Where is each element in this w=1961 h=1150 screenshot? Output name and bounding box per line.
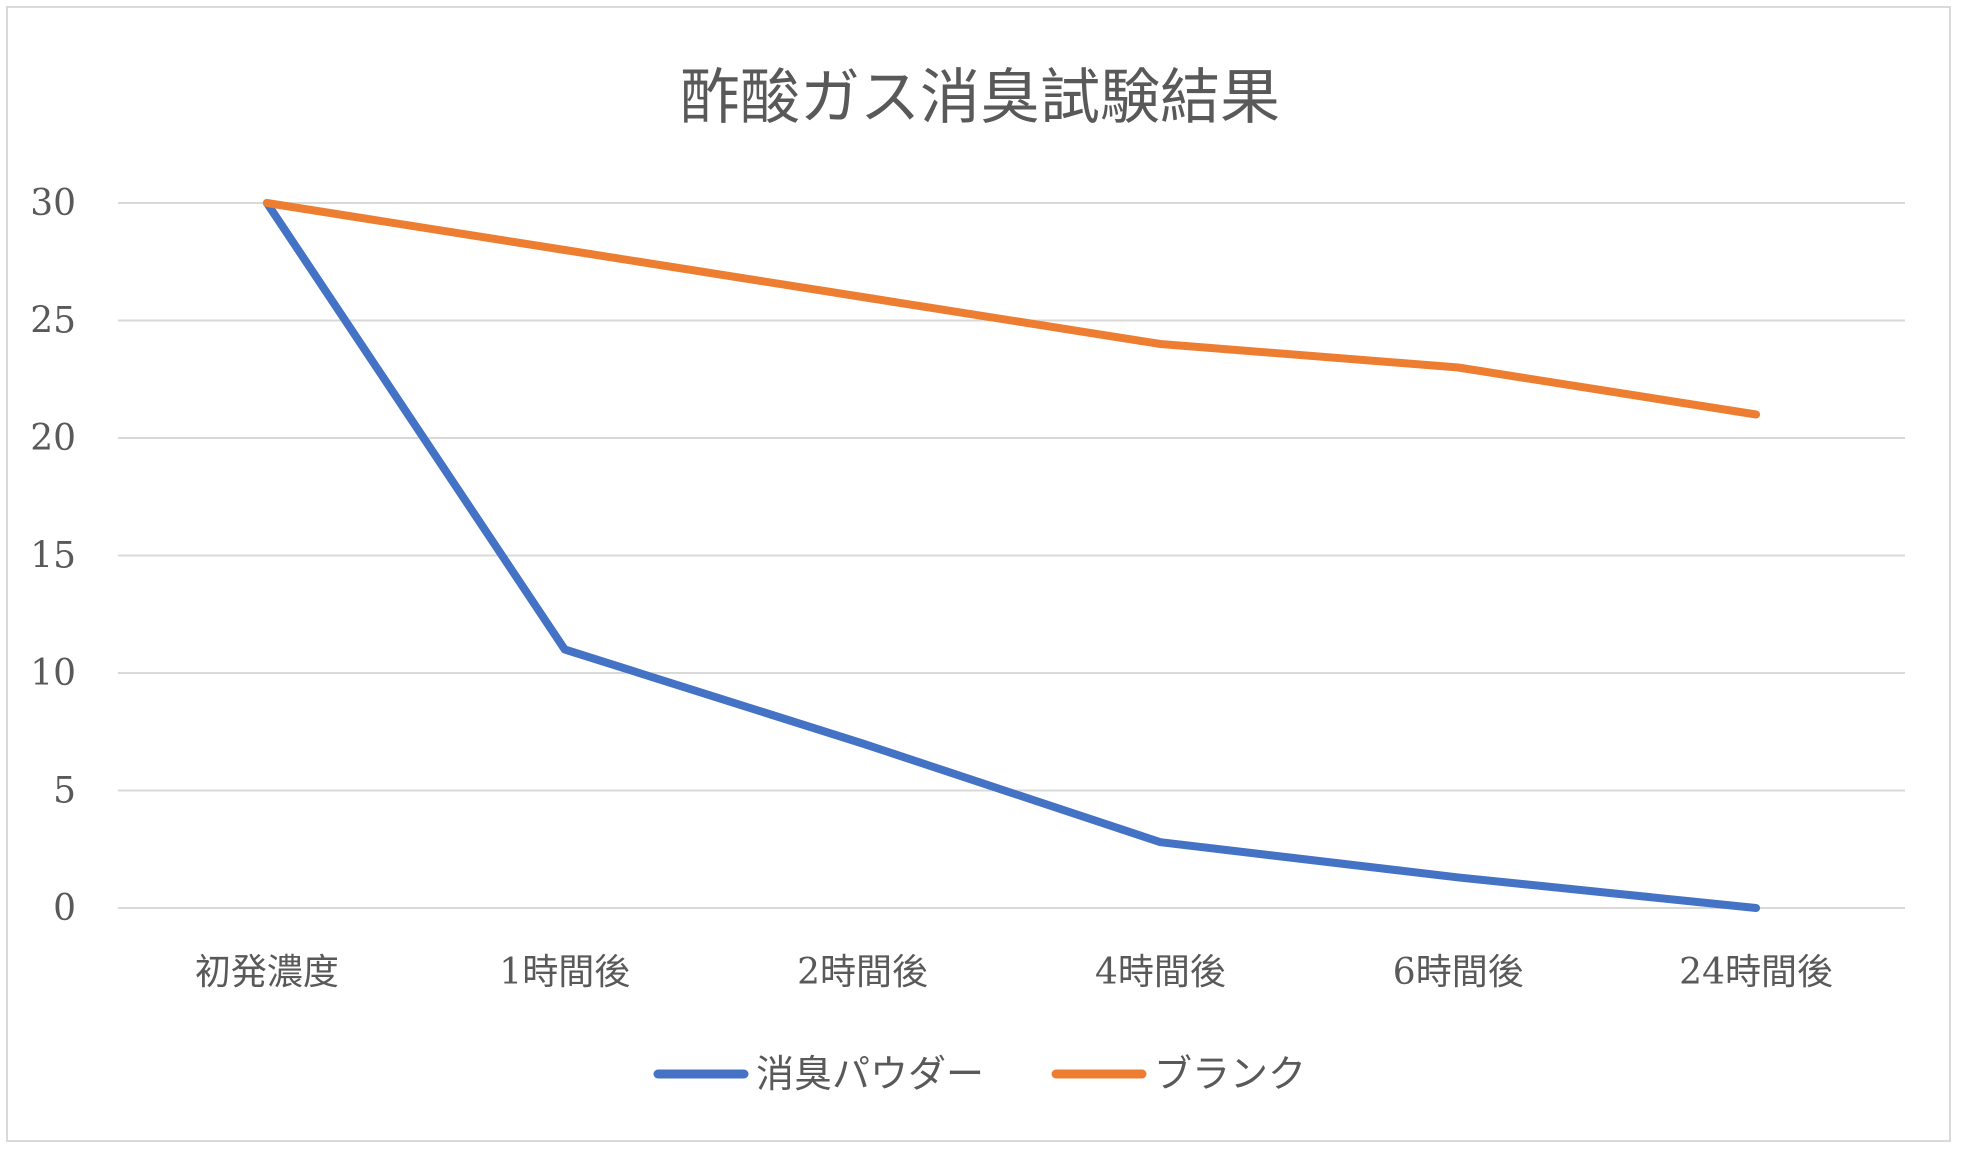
y-tick-label: 5 — [53, 771, 76, 812]
x-tick-label: 2時間後 — [797, 952, 928, 993]
y-tick-label: 30 — [30, 183, 76, 224]
series-line-1 — [262, 199, 1761, 419]
series-layer — [262, 199, 1761, 912]
y-tick-label: 10 — [30, 653, 76, 694]
legend: 消臭パウダー ブランク — [653, 1052, 1306, 1096]
legend-label: ブランク — [1154, 1052, 1306, 1096]
y-axis-tick-labels: 0 5 10 15 20 25 30 — [30, 183, 76, 929]
y-tick-label: 0 — [53, 888, 76, 929]
x-tick-label: 初発濃度 — [195, 952, 339, 993]
series-group-1 — [262, 199, 1761, 419]
x-tick-label: 4時間後 — [1095, 952, 1226, 993]
y-tick-label: 15 — [30, 536, 76, 577]
x-tick-label: 6時間後 — [1393, 952, 1524, 993]
series-line-0 — [262, 199, 1761, 912]
chart-frame — [6, 6, 1951, 1142]
x-axis-tick-labels: 初発濃度 1時間後 2時間後 4時間後 6時間後 24時間後 — [195, 952, 1833, 993]
y-tick-label: 20 — [30, 418, 76, 459]
x-tick-label: 24時間後 — [1679, 952, 1833, 993]
y-tick-label: 25 — [30, 301, 76, 342]
chart-title: 酢酸ガス消臭試験結果 — [680, 63, 1280, 133]
x-tick-label: 1時間後 — [499, 952, 630, 993]
grid-layer — [118, 202, 1905, 909]
legend-label: 消臭パウダー — [756, 1052, 984, 1096]
